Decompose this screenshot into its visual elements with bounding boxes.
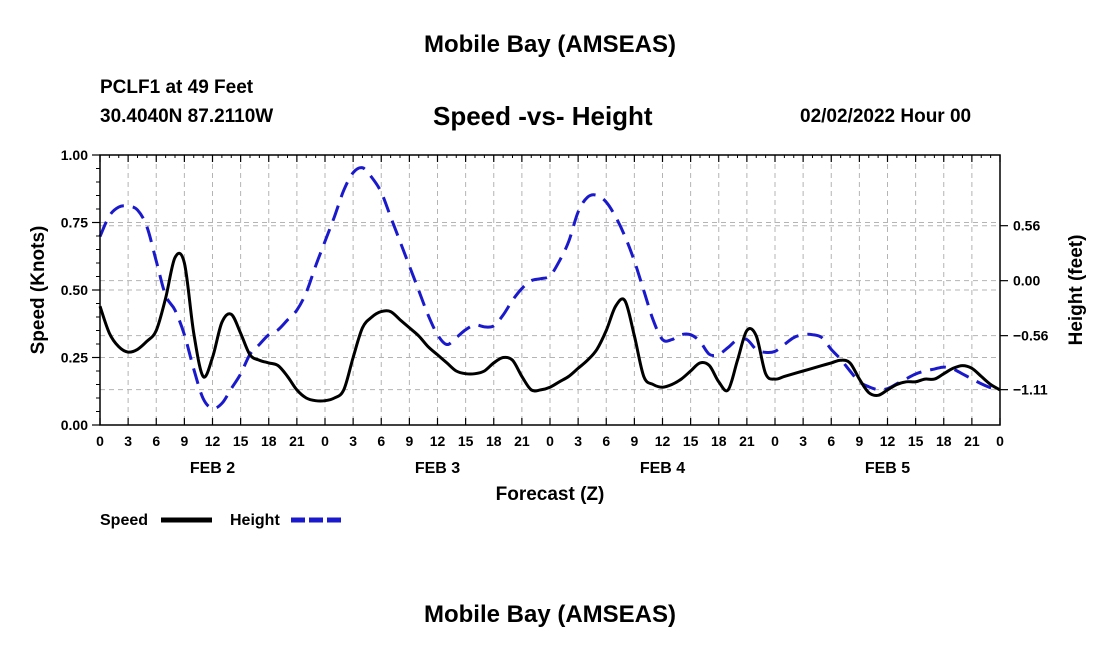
x-tick-label: 0 bbox=[321, 433, 329, 449]
x-tick-label: 9 bbox=[855, 433, 863, 449]
bottom-chart-title: Mobile Bay (AMSEAS) bbox=[423, 601, 677, 628]
y-tick-label: 0.75 bbox=[61, 215, 88, 231]
x-tick-label: 9 bbox=[630, 433, 638, 449]
x-tick-label: 0 bbox=[96, 433, 104, 449]
x-tick-label: 15 bbox=[683, 433, 699, 449]
forecast-datetime: 02/02/2022 Hour 00 bbox=[800, 106, 972, 127]
y-tick-label: 1.00 bbox=[61, 147, 88, 163]
day-label: FEB 5 bbox=[865, 460, 910, 477]
x-tick-label: 12 bbox=[205, 433, 221, 449]
axis-layer: 0 3 6 9 12 15 18 21 0 3 6 9 12 15 18 21 0 3 6 9 12 15 18 21 0 3 6 9… bbox=[28, 147, 1087, 505]
x-tick-label: 0 bbox=[771, 433, 779, 449]
chart-main-title: Mobile Bay (AMSEAS) bbox=[423, 31, 677, 58]
x-tick-label: 18 bbox=[936, 433, 952, 449]
x-tick-label: 3 bbox=[574, 433, 582, 449]
legend-label-speed: Speed bbox=[100, 512, 148, 529]
x-tick-label: 0 bbox=[996, 433, 1004, 449]
day-label: FEB 2 bbox=[190, 460, 235, 477]
coordinates-label: 30.4040N 87.2110W bbox=[100, 106, 274, 127]
x-tick-label: 18 bbox=[261, 433, 277, 449]
y2-tick-label: −0.56 bbox=[1013, 328, 1049, 344]
x-tick-label: 6 bbox=[377, 433, 385, 449]
series-layer bbox=[98, 166, 1001, 410]
y-tick-label: 0.50 bbox=[61, 282, 88, 298]
day-label: FEB 3 bbox=[415, 460, 460, 477]
x-tick-label: 21 bbox=[514, 433, 530, 449]
x-tick-label: 6 bbox=[827, 433, 835, 449]
x-tick-label: 3 bbox=[799, 433, 807, 449]
x-tick-label: 21 bbox=[964, 433, 980, 449]
chart-subtitle: Speed -vs- Height bbox=[433, 101, 653, 131]
y2-tick-label: 0.56 bbox=[1013, 218, 1040, 234]
x-tick-label: 12 bbox=[880, 433, 896, 449]
x-tick-label: 6 bbox=[152, 433, 160, 449]
station-label: PCLF1 at 49 Feet bbox=[100, 77, 254, 98]
x-tick-label: 15 bbox=[233, 433, 249, 449]
x-tick-label: 18 bbox=[486, 433, 502, 449]
y2-tick-label: −1.11 bbox=[1013, 382, 1048, 398]
x-tick-label: 15 bbox=[458, 433, 474, 449]
x-tick-label: 0 bbox=[546, 433, 554, 449]
legend-label-height: Height bbox=[230, 512, 280, 529]
day-label: FEB 4 bbox=[640, 460, 685, 477]
x-tick-label: 9 bbox=[405, 433, 413, 449]
x-tick-label: 9 bbox=[180, 433, 188, 449]
x-tick-label: 18 bbox=[711, 433, 727, 449]
speed-series-line bbox=[98, 251, 1001, 403]
y2-tick-label: 0.00 bbox=[1013, 273, 1040, 289]
y2-axis-title: Height (feet) bbox=[1066, 235, 1087, 346]
x-tick-label: 15 bbox=[908, 433, 924, 449]
x-tick-label: 21 bbox=[739, 433, 755, 449]
x-axis-title: Forecast (Z) bbox=[496, 484, 605, 505]
y-axis-title: Speed (Knots) bbox=[28, 226, 49, 355]
x-tick-label: 21 bbox=[289, 433, 305, 449]
x-tick-label: 3 bbox=[124, 433, 132, 449]
x-tick-label: 3 bbox=[349, 433, 357, 449]
x-tick-label: 12 bbox=[430, 433, 446, 449]
x-tick-label: 6 bbox=[602, 433, 610, 449]
y-tick-label: 0.25 bbox=[61, 350, 88, 366]
x-tick-label: 12 bbox=[655, 433, 671, 449]
legend: Speed Height bbox=[100, 512, 342, 529]
y-tick-label: 0.00 bbox=[61, 417, 88, 433]
